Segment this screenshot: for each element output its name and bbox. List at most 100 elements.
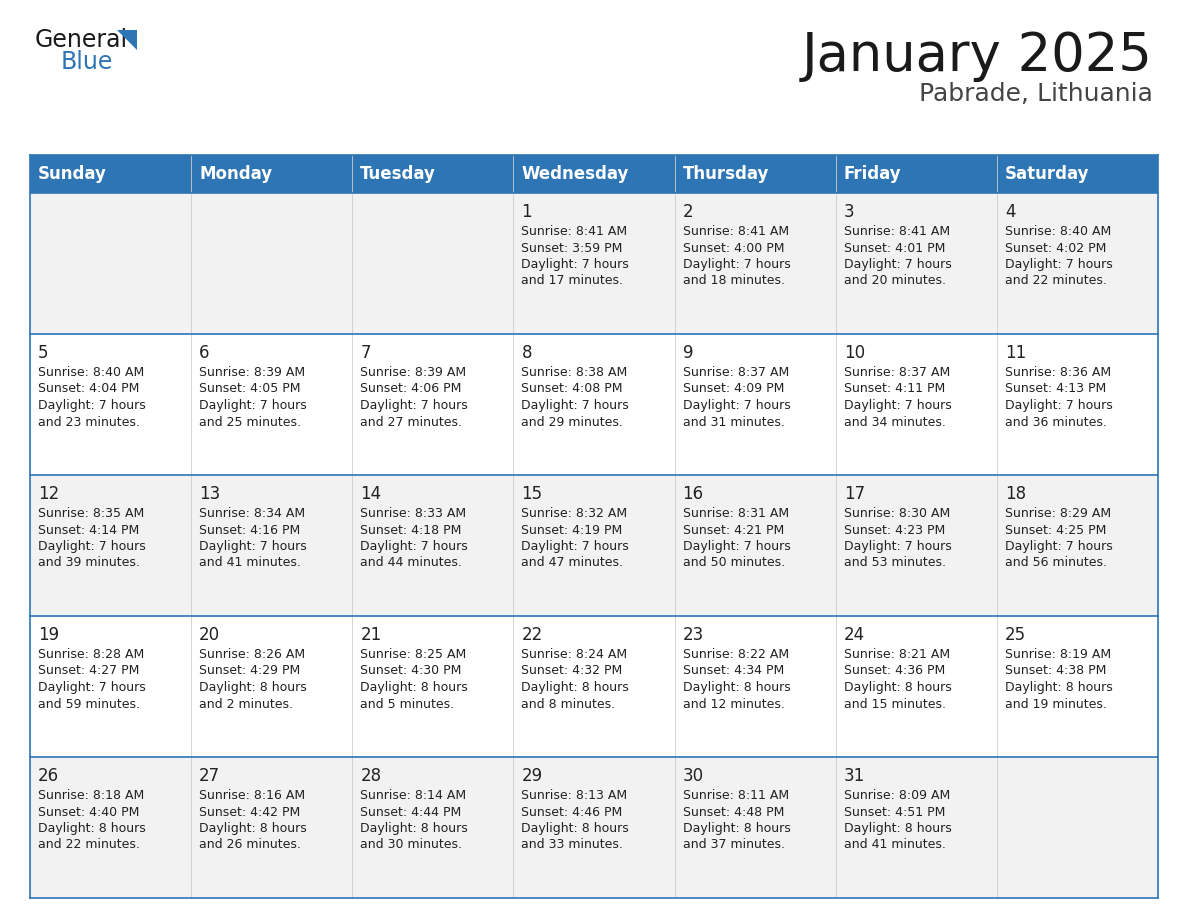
Text: Sunrise: 8:34 AM: Sunrise: 8:34 AM	[200, 507, 305, 520]
Text: 29: 29	[522, 767, 543, 785]
Text: and 12 minutes.: and 12 minutes.	[683, 698, 784, 711]
Text: and 27 minutes.: and 27 minutes.	[360, 416, 462, 429]
Text: and 41 minutes.: and 41 minutes.	[200, 556, 301, 569]
Text: and 17 minutes.: and 17 minutes.	[522, 274, 624, 287]
Text: and 31 minutes.: and 31 minutes.	[683, 416, 784, 429]
Text: 21: 21	[360, 626, 381, 644]
Text: Sunrise: 8:14 AM: Sunrise: 8:14 AM	[360, 789, 467, 802]
Text: and 20 minutes.: and 20 minutes.	[843, 274, 946, 287]
Text: General: General	[34, 28, 128, 52]
Text: Daylight: 7 hours: Daylight: 7 hours	[522, 540, 630, 553]
Text: and 41 minutes.: and 41 minutes.	[843, 838, 946, 852]
Text: Sunset: 4:05 PM: Sunset: 4:05 PM	[200, 383, 301, 396]
Text: and 19 minutes.: and 19 minutes.	[1005, 698, 1107, 711]
Text: Sunrise: 8:28 AM: Sunrise: 8:28 AM	[38, 648, 144, 661]
Text: and 36 minutes.: and 36 minutes.	[1005, 416, 1107, 429]
Text: Daylight: 8 hours: Daylight: 8 hours	[683, 822, 790, 835]
Text: Sunrise: 8:13 AM: Sunrise: 8:13 AM	[522, 789, 627, 802]
Text: Sunrise: 8:41 AM: Sunrise: 8:41 AM	[683, 225, 789, 238]
Text: Sunrise: 8:09 AM: Sunrise: 8:09 AM	[843, 789, 950, 802]
Text: Sunset: 4:48 PM: Sunset: 4:48 PM	[683, 805, 784, 819]
Text: and 15 minutes.: and 15 minutes.	[843, 698, 946, 711]
Text: Daylight: 7 hours: Daylight: 7 hours	[683, 399, 790, 412]
Text: Daylight: 7 hours: Daylight: 7 hours	[1005, 399, 1113, 412]
Text: Sunset: 4:09 PM: Sunset: 4:09 PM	[683, 383, 784, 396]
Text: Sunrise: 8:19 AM: Sunrise: 8:19 AM	[1005, 648, 1111, 661]
Text: Sunrise: 8:41 AM: Sunrise: 8:41 AM	[522, 225, 627, 238]
Text: 19: 19	[38, 626, 59, 644]
Text: 25: 25	[1005, 626, 1026, 644]
Text: 6: 6	[200, 344, 209, 362]
Bar	[191, 155, 353, 193]
Text: Sunset: 3:59 PM: Sunset: 3:59 PM	[522, 241, 623, 254]
Text: and 50 minutes.: and 50 minutes.	[683, 556, 785, 569]
Text: 4: 4	[1005, 203, 1016, 221]
Text: Sunset: 4:46 PM: Sunset: 4:46 PM	[522, 805, 623, 819]
Text: Daylight: 8 hours: Daylight: 8 hours	[200, 822, 307, 835]
Text: 11: 11	[1005, 344, 1026, 362]
Text: Daylight: 7 hours: Daylight: 7 hours	[38, 540, 146, 553]
Bar	[835, 155, 997, 193]
Text: Sunset: 4:38 PM: Sunset: 4:38 PM	[1005, 665, 1106, 677]
Text: and 47 minutes.: and 47 minutes.	[522, 556, 624, 569]
Bar	[30, 334, 1158, 475]
Text: 30: 30	[683, 767, 703, 785]
Text: Daylight: 7 hours: Daylight: 7 hours	[843, 399, 952, 412]
Text: and 33 minutes.: and 33 minutes.	[522, 838, 624, 852]
Text: 27: 27	[200, 767, 220, 785]
Text: Wednesday: Wednesday	[522, 165, 628, 183]
Text: Sunset: 4:34 PM: Sunset: 4:34 PM	[683, 665, 784, 677]
Text: Monday: Monday	[200, 165, 272, 183]
Text: Sunset: 4:16 PM: Sunset: 4:16 PM	[200, 523, 301, 536]
Text: 20: 20	[200, 626, 220, 644]
Text: Sunset: 4:25 PM: Sunset: 4:25 PM	[1005, 523, 1106, 536]
Bar	[30, 616, 1158, 757]
Text: Daylight: 8 hours: Daylight: 8 hours	[843, 822, 952, 835]
Text: and 37 minutes.: and 37 minutes.	[683, 838, 784, 852]
Text: 12: 12	[38, 485, 59, 503]
Text: Daylight: 7 hours: Daylight: 7 hours	[522, 399, 630, 412]
Text: Daylight: 8 hours: Daylight: 8 hours	[683, 681, 790, 694]
Bar	[513, 155, 675, 193]
Bar	[30, 475, 1158, 616]
Text: Sunday: Sunday	[38, 165, 107, 183]
Text: and 22 minutes.: and 22 minutes.	[1005, 274, 1107, 287]
Text: Daylight: 8 hours: Daylight: 8 hours	[843, 681, 952, 694]
Text: Blue: Blue	[61, 50, 113, 74]
Text: and 8 minutes.: and 8 minutes.	[522, 698, 615, 711]
Text: Sunset: 4:36 PM: Sunset: 4:36 PM	[843, 665, 944, 677]
Text: Daylight: 7 hours: Daylight: 7 hours	[1005, 258, 1113, 271]
Text: Sunrise: 8:41 AM: Sunrise: 8:41 AM	[843, 225, 950, 238]
Text: Sunset: 4:42 PM: Sunset: 4:42 PM	[200, 805, 301, 819]
Text: Daylight: 7 hours: Daylight: 7 hours	[843, 540, 952, 553]
Text: Sunrise: 8:30 AM: Sunrise: 8:30 AM	[843, 507, 950, 520]
Text: 2: 2	[683, 203, 693, 221]
Text: 8: 8	[522, 344, 532, 362]
Text: Sunset: 4:14 PM: Sunset: 4:14 PM	[38, 523, 139, 536]
Text: Sunrise: 8:39 AM: Sunrise: 8:39 AM	[200, 366, 305, 379]
Text: Sunset: 4:06 PM: Sunset: 4:06 PM	[360, 383, 462, 396]
Text: Sunset: 4:29 PM: Sunset: 4:29 PM	[200, 665, 301, 677]
Text: Sunrise: 8:33 AM: Sunrise: 8:33 AM	[360, 507, 467, 520]
Text: Daylight: 8 hours: Daylight: 8 hours	[360, 681, 468, 694]
Text: Sunset: 4:32 PM: Sunset: 4:32 PM	[522, 665, 623, 677]
Text: Sunrise: 8:22 AM: Sunrise: 8:22 AM	[683, 648, 789, 661]
Text: 5: 5	[38, 344, 49, 362]
Text: Sunset: 4:30 PM: Sunset: 4:30 PM	[360, 665, 462, 677]
Bar	[30, 757, 1158, 898]
Text: Daylight: 8 hours: Daylight: 8 hours	[1005, 681, 1113, 694]
Text: and 23 minutes.: and 23 minutes.	[38, 416, 140, 429]
Text: and 44 minutes.: and 44 minutes.	[360, 556, 462, 569]
Bar	[675, 155, 835, 193]
Text: Sunrise: 8:26 AM: Sunrise: 8:26 AM	[200, 648, 305, 661]
Text: and 25 minutes.: and 25 minutes.	[200, 416, 301, 429]
Text: Sunset: 4:02 PM: Sunset: 4:02 PM	[1005, 241, 1106, 254]
Text: 3: 3	[843, 203, 854, 221]
Text: Daylight: 7 hours: Daylight: 7 hours	[38, 681, 146, 694]
Text: 22: 22	[522, 626, 543, 644]
Text: Sunset: 4:18 PM: Sunset: 4:18 PM	[360, 523, 462, 536]
Text: January 2025: January 2025	[802, 30, 1154, 82]
Text: Daylight: 7 hours: Daylight: 7 hours	[360, 399, 468, 412]
Text: 24: 24	[843, 626, 865, 644]
Bar	[30, 155, 191, 193]
